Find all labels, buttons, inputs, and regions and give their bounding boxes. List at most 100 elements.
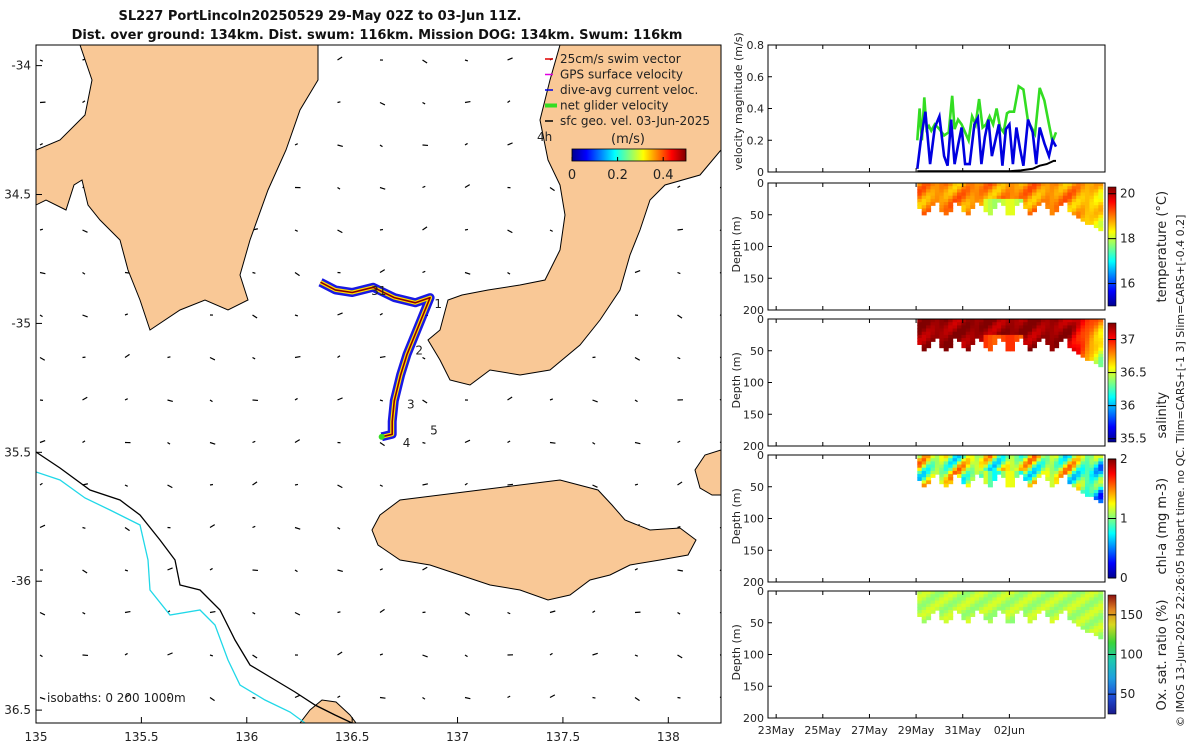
map-xtick-label: 136 [235,730,258,744]
heatmap-cell [1010,603,1015,608]
title-line-2: Dist. over ground: 134km. Dist. swum: 11… [72,28,683,43]
heatmap-cell [1005,591,1011,595]
heatmap-cell [979,328,985,333]
heatmap-cell [996,334,1002,339]
heatmap-cell [1018,470,1024,475]
heatmap-cell [1023,600,1029,605]
heatmap-cell [1076,470,1082,475]
heatmap-cell [1093,186,1099,190]
heatmap-cell [921,195,927,200]
heatmap-cell [1014,195,1020,200]
heatmap-cell [1014,325,1020,330]
heatmap-cell [1089,467,1095,472]
heatmap-cell [1014,464,1020,469]
depth-tick-label: 100 [743,241,764,254]
heatmap-cell [992,606,998,611]
heatmap-cell [1049,319,1055,323]
velocity-vector [39,356,46,361]
heatmap-cell [1001,189,1007,194]
heatmap-cell [1045,334,1051,339]
heatmap-cell [983,319,989,323]
heatmap-cell [1058,319,1064,323]
heatmap-cell [1023,319,1029,323]
heatmap-cell [1018,325,1024,330]
velocity-vector [634,697,640,702]
heatmap-cell [926,341,932,345]
heatmap-cell [983,205,989,209]
heatmap-cell [979,467,985,472]
heatmap-cell [1089,217,1095,222]
heatmap-cell [1023,202,1029,206]
heatmap-cell [934,594,940,598]
heatmap-cell [1076,192,1082,197]
heatmap-cell [1080,613,1086,617]
heatmap-cell [1045,186,1051,190]
heatmap-cell [930,322,936,326]
heatmap-cell [1098,458,1104,462]
heatmap-cell [1040,195,1046,200]
heatmap-cell [1036,334,1042,339]
heatmap-cell [921,613,927,617]
velocity-vector [294,439,301,444]
heatmap-cell [1005,338,1011,342]
heatmap-cell [926,610,932,614]
time-tick-label: 29May [898,724,935,737]
heatmap-cell [939,455,945,459]
heatmap-cell [1076,464,1082,469]
heatmap-cell [979,606,985,611]
colorbar-tick-label: 1 [1120,512,1128,526]
heatmap-cell [957,183,962,187]
heatmap-cell [961,195,967,200]
heatmap-cell [996,467,1002,472]
heatmap-cell [926,325,932,330]
legend-extra: 4h [537,130,552,144]
heatmap-cell [1023,189,1029,194]
heatmap-cell [1098,486,1104,491]
heatmap-cell [1071,483,1077,488]
velocity-vector [549,398,554,401]
heatmap-cell [979,470,985,475]
heatmap-cell [987,619,993,624]
heatmap-cell [1054,616,1060,621]
map-xtick-label: 138 [657,730,680,744]
heatmap-cell [917,597,923,602]
heatmap-cell [952,594,958,598]
heatmap-cell [926,464,932,469]
heatmap-cell [1027,455,1033,459]
heatmap-cell [926,334,932,339]
heatmap-cell [970,613,976,617]
heatmap-cell [948,183,954,187]
heatmap-cell [1040,464,1046,469]
velocity-vector [82,440,86,444]
heatmap-cell [1085,594,1090,598]
heatmap-cell [1040,603,1046,608]
heatmap-cell [1067,319,1073,323]
heatmap-cell [1080,217,1086,222]
heatmap-cell [979,464,985,469]
heatmap-cell [1098,489,1104,494]
heatmap-cell [930,461,936,466]
heatmap-cell [1045,464,1051,469]
heatmap-cell [983,591,989,595]
heatmap-cell [1010,344,1015,349]
map-xtick-label: 135.5 [124,730,158,744]
heatmap-cell [1085,341,1090,345]
velocity-vector [379,228,384,231]
heatmap-cell [987,600,993,605]
heatmap-cell [921,208,927,213]
heatmap-cell [943,603,949,608]
heatmap-cell [957,198,962,203]
heatmap-cell [1076,613,1082,617]
heatmap-cell [930,328,936,333]
heatmap-cell [1005,186,1011,190]
heatmap-cell [992,477,998,481]
velocity-vector [82,695,86,699]
velocity-vector [507,440,511,444]
heatmap-cell [979,325,985,330]
heatmap-cell [1085,350,1090,355]
heatmap-cell [1005,464,1011,469]
heatmap-cell [992,597,998,602]
heatmap-cell [1098,499,1104,504]
heatmap-cell [1067,461,1073,466]
